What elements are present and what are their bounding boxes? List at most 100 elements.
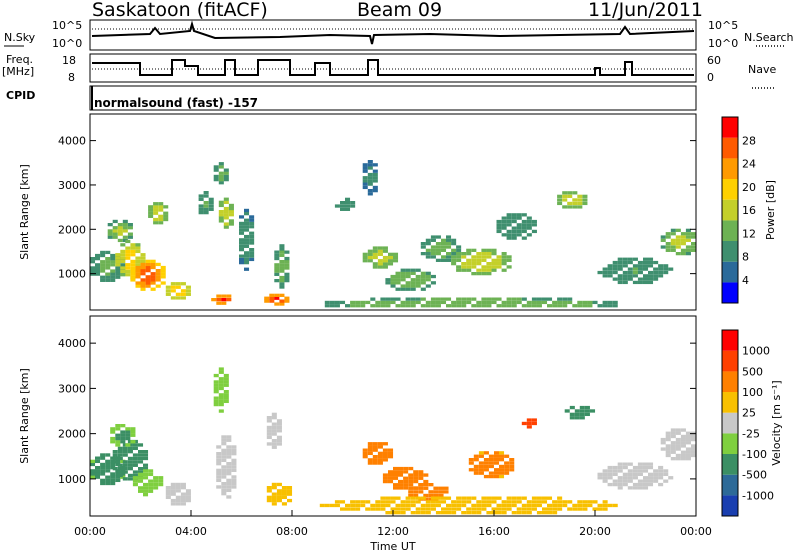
- velocity-cell: [153, 476, 159, 480]
- velocity-cell: [643, 482, 649, 487]
- power-cell: [582, 300, 588, 305]
- velocity-cell: [670, 441, 676, 445]
- velocity-cell: [100, 462, 106, 467]
- power-cell: [390, 300, 396, 305]
- power-cell: [145, 281, 151, 285]
- power-cell: [665, 248, 671, 252]
- power-cell: [567, 191, 573, 195]
- power-cell: [632, 267, 638, 271]
- power-cell: [158, 202, 164, 206]
- power-cell: [372, 169, 378, 173]
- power-cell: [90, 266, 96, 270]
- power-cell: [481, 255, 487, 259]
- velocity-cell: [643, 469, 649, 473]
- power-cell: [680, 235, 686, 239]
- velocity-cell: [423, 493, 429, 498]
- power-cell: [120, 269, 126, 274]
- power-ytick-label: 4000: [58, 135, 86, 148]
- power-cell: [557, 194, 563, 198]
- velocity-cell: [132, 453, 138, 457]
- power-cell: [380, 304, 386, 308]
- power-cell: [405, 304, 411, 308]
- velocity-cell: [488, 454, 494, 458]
- velocity-cell: [607, 465, 613, 470]
- power-cell: [120, 263, 126, 267]
- velocity-cell: [473, 458, 479, 462]
- velocity-cell: [122, 446, 128, 451]
- velocity-cell: [120, 430, 126, 434]
- power-cell: [340, 204, 346, 208]
- velocity-cell: [345, 503, 351, 508]
- power-cell: [239, 244, 245, 248]
- velocity-cell: [281, 489, 287, 493]
- velocity-cell: [132, 470, 138, 474]
- power-cell: [691, 248, 697, 252]
- power-cell: [158, 208, 164, 212]
- power-cell: [486, 272, 492, 276]
- velocity-cell: [281, 502, 287, 506]
- velocity-cell: [221, 485, 227, 489]
- velocity-cell: [153, 479, 159, 483]
- velocity-cell: [627, 472, 633, 477]
- velocity-cell: [408, 476, 414, 480]
- power-cell: [607, 267, 613, 271]
- velocity-cell: [413, 476, 419, 480]
- power-cell: [244, 267, 250, 271]
- power-cell: [653, 260, 659, 265]
- power-cell: [663, 267, 669, 271]
- power-cell: [388, 252, 394, 256]
- power-cell: [223, 225, 229, 229]
- power-cell: [547, 297, 553, 301]
- power-cell: [511, 236, 517, 240]
- power-cell: [100, 250, 106, 255]
- power-cell: [135, 275, 141, 279]
- velocity-cell: [509, 464, 515, 469]
- power-cell: [612, 264, 618, 268]
- velocity-cell: [175, 495, 181, 500]
- velocity-cell: [382, 448, 388, 452]
- power-cell: [441, 258, 447, 262]
- velocity-cell: [213, 373, 219, 378]
- power-cell: [239, 221, 245, 226]
- power-cell: [160, 265, 166, 270]
- power-cell: [496, 262, 502, 266]
- velocity-cell: [526, 511, 532, 515]
- velocity-cell: [226, 495, 232, 499]
- power-cell: [471, 258, 477, 262]
- power-cell: [390, 281, 396, 285]
- power-cell: [602, 267, 608, 271]
- power-cell: [410, 284, 416, 288]
- power-cell: [95, 266, 101, 270]
- power-cell: [130, 259, 136, 264]
- power-cell: [170, 289, 176, 293]
- velocity-cell: [112, 450, 118, 454]
- velocity-cell: [685, 453, 691, 458]
- velocity-cell: [536, 503, 542, 508]
- power-cell: [506, 265, 512, 269]
- x-tick-label: 00:00: [74, 525, 106, 538]
- velocity-cell: [617, 486, 623, 490]
- velocity-cell: [531, 418, 537, 422]
- power-cell: [203, 201, 209, 205]
- power-cell: [239, 241, 245, 245]
- power-cell: [274, 293, 280, 297]
- power-cell: [582, 198, 588, 202]
- power-cell: [125, 239, 131, 244]
- velocity-cell: [670, 457, 676, 461]
- power-cell: [425, 255, 431, 259]
- velocity-cell: [531, 496, 537, 500]
- power-cell: [617, 264, 623, 268]
- velocity-cell: [660, 437, 666, 442]
- power-cell: [643, 280, 649, 285]
- nsky-tick-top: 10^5: [52, 19, 83, 32]
- power-cell: [400, 300, 406, 305]
- velocity-cell: [221, 475, 227, 479]
- power-colorbar-swatch: [722, 137, 738, 159]
- velocity-cell: [511, 511, 517, 515]
- velocity-cell: [612, 472, 618, 477]
- power-cell: [597, 304, 603, 308]
- power-cell: [415, 268, 421, 272]
- velocity-cell: [221, 488, 227, 493]
- power-colorbar-swatch: [722, 179, 738, 200]
- beam-label: Beam 09: [357, 0, 443, 21]
